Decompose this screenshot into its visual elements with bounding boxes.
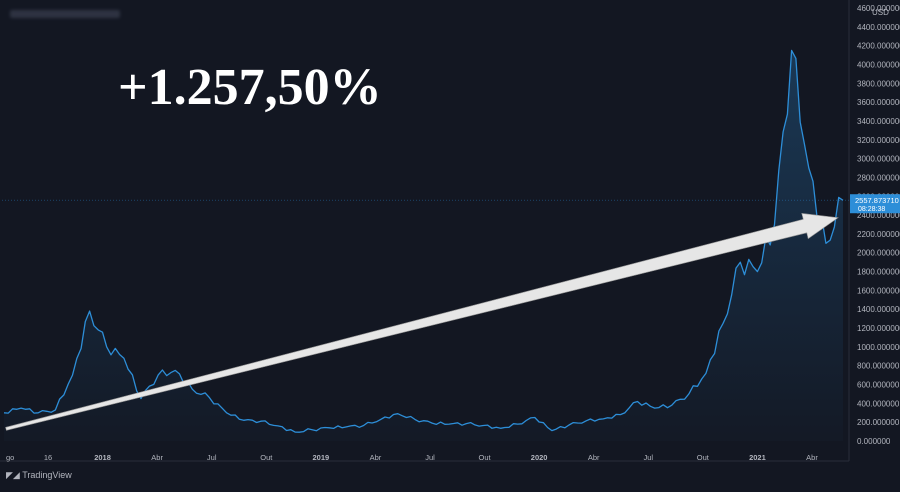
time-tick-label: 2021 <box>749 453 766 462</box>
time-tick-label: Abr <box>151 453 163 462</box>
price-tick-label: 2200.000000 <box>857 230 900 239</box>
price-tick-label: 800.000000 <box>857 362 900 371</box>
time-tick-label: Jul <box>207 453 217 462</box>
time-axis[interactable]: go 16 2018 Abr Jul Out 2019 Abr Jul Out 2020 Abr Jul… <box>6 453 818 462</box>
price-tick-label: 1000.000000 <box>857 343 900 352</box>
price-area <box>4 50 843 442</box>
time-tick-label: Jul <box>425 453 435 462</box>
price-tick-label: 3200.000000 <box>857 136 900 145</box>
price-tick-label: 2800.000000 <box>857 173 900 182</box>
time-tick-label: Abr <box>370 453 382 462</box>
price-tick-label: 4400.000000 <box>857 23 900 32</box>
trend-arrow-shape[interactable] <box>5 213 839 431</box>
countdown-timer: 08:28:38 <box>858 206 885 213</box>
price-tick-label: 3600.000000 <box>857 98 900 107</box>
price-tick-label: 4000.000000 <box>857 60 900 69</box>
tradingview-brand: TradingView <box>22 470 72 480</box>
price-area-fill <box>4 50 843 442</box>
time-tick-label: Out <box>260 453 273 462</box>
time-tick-label: Abr <box>588 453 600 462</box>
time-tick-label: Abr <box>806 453 818 462</box>
price-tick-label: 3000.000000 <box>857 155 900 164</box>
percent-change-label: +1.257,50% <box>118 59 382 116</box>
time-tick-label: 2018 <box>94 453 111 462</box>
tradingview-logo[interactable]: ◤◢ TradingView <box>6 470 72 481</box>
price-tick-label: 1600.000000 <box>857 286 900 295</box>
price-tick-label: 4600.000000 <box>857 4 900 13</box>
price-tick-label: 4200.000000 <box>857 42 900 51</box>
time-tick-label: 2019 <box>313 453 330 462</box>
trend-arrow[interactable] <box>5 213 839 431</box>
price-tick-label: 1400.000000 <box>857 305 900 314</box>
time-tick-label: 2020 <box>531 453 548 462</box>
last-price-value: 2557.873710 <box>855 196 899 205</box>
time-tick-label: go <box>6 453 14 462</box>
price-tick-label: 400.000000 <box>857 399 900 408</box>
last-price-box <box>850 194 900 214</box>
time-tick-label: Jul <box>643 453 653 462</box>
price-tick-label: 3400.000000 <box>857 117 900 126</box>
price-tick-label: 1800.000000 <box>857 268 900 277</box>
time-tick-label: 16 <box>44 453 52 462</box>
tradingview-icon: ◤◢ <box>6 470 20 480</box>
price-tick-label: 1200.000000 <box>857 324 900 333</box>
price-tick-label: 200.000000 <box>857 418 900 427</box>
price-tick-label: 600.000000 <box>857 381 900 390</box>
price-tick-label: 0.000000 <box>857 437 891 446</box>
time-tick-label: Out <box>697 453 710 462</box>
price-tick-label: 2400.000000 <box>857 211 900 220</box>
currency-label: USD <box>872 8 889 17</box>
symbol-title-blurred <box>10 10 120 18</box>
price-tick-label: 3800.000000 <box>857 79 900 88</box>
time-tick-label: Out <box>479 453 492 462</box>
price-tick-label: 2000.000000 <box>857 249 900 258</box>
